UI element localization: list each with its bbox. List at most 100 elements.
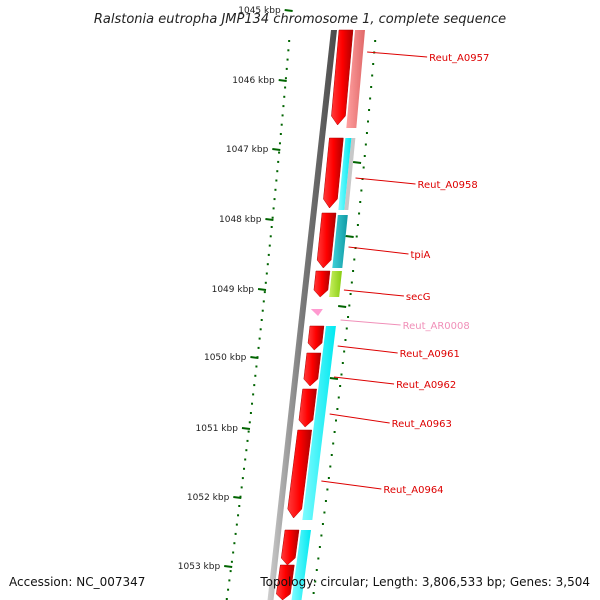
- track-dot: [336, 408, 339, 410]
- track-dot: [248, 421, 251, 424]
- label-leader-line: [329, 413, 390, 424]
- label-leader-line: [321, 480, 382, 490]
- track-dot: [343, 350, 346, 353]
- genome-summary-text: Topology: circular; Length: 3,806,533 bp…: [260, 575, 590, 589]
- cds-arrow: [298, 388, 317, 428]
- track-dot: [324, 500, 327, 502]
- gene-label[interactable]: Reut_A0962: [396, 380, 456, 391]
- track-dot: [356, 224, 359, 226]
- cds-arrow: [303, 352, 322, 387]
- accession-text: Accession: NC_007347: [9, 575, 146, 589]
- label-leader-line: [334, 376, 395, 385]
- gene-label[interactable]: Reut_A0957: [429, 53, 489, 64]
- track-dot: [317, 557, 320, 560]
- track-dot: [363, 155, 366, 157]
- track-dot: [255, 365, 258, 368]
- track-dot: [229, 570, 232, 573]
- track-dot: [269, 235, 272, 238]
- track-dot: [253, 384, 256, 387]
- track-dot: [263, 291, 266, 294]
- track-dot: [355, 235, 358, 238]
- minor-tick: [329, 377, 339, 380]
- track-dot: [359, 201, 362, 203]
- tick-label: 1053 kbp: [178, 562, 221, 572]
- cog-block: [329, 271, 342, 297]
- kbp-ruler: 1045 kbp 1046 kbp 1047 kbp 1048 kbp 1049 kbp…: [178, 6, 362, 572]
- track-dot: [281, 114, 284, 117]
- gene-label[interactable]: Reut_AR0008: [403, 321, 470, 332]
- track-dot: [251, 402, 254, 405]
- track-dot: [372, 63, 375, 65]
- tick-label: 1050 kbp: [204, 353, 247, 363]
- track-dot: [268, 244, 271, 247]
- track-dot: [259, 328, 262, 331]
- track-dot: [285, 67, 288, 70]
- cds-arrow: [313, 270, 331, 298]
- track-dot: [244, 458, 247, 461]
- tick-mark: [241, 427, 251, 430]
- track-dot: [227, 588, 230, 591]
- track-dot: [252, 393, 255, 396]
- track-dot: [339, 385, 342, 387]
- track-dot: [371, 74, 374, 77]
- track-dot: [374, 40, 377, 42]
- track-dot: [365, 132, 368, 134]
- gene-label[interactable]: Reut_A0964: [383, 485, 443, 496]
- cog-block: [338, 138, 352, 210]
- gene-label[interactable]: Reut_A0961: [400, 349, 460, 360]
- chromosome-backbone: [267, 30, 337, 600]
- track-dot: [284, 77, 287, 80]
- track-dot: [368, 109, 371, 111]
- track-dot: [225, 598, 228, 600]
- tick-mark: [278, 79, 287, 82]
- track-dot: [329, 465, 332, 468]
- minor-tick: [338, 305, 347, 308]
- track-dot: [241, 477, 244, 480]
- track-dot: [341, 362, 344, 364]
- track-dot: [245, 449, 248, 452]
- track-dot: [234, 532, 237, 535]
- tick-label: 1051 kbp: [196, 424, 239, 434]
- track-dot: [258, 337, 261, 340]
- minor-tick: [352, 161, 362, 164]
- tick-mark: [257, 288, 267, 291]
- track-dot: [262, 300, 265, 303]
- track-dot: [275, 179, 278, 182]
- track-dot: [352, 270, 355, 272]
- gene-label[interactable]: secG: [406, 292, 431, 303]
- cog-block: [344, 138, 356, 210]
- track-dot: [364, 143, 367, 146]
- label-leader-line: [355, 177, 416, 185]
- track-dot: [369, 97, 372, 100]
- tick-mark: [272, 148, 281, 151]
- track-dot: [282, 105, 285, 108]
- track-dot: [340, 373, 343, 376]
- tick-mark: [250, 356, 259, 359]
- track-dot: [260, 319, 263, 321]
- track-dot: [283, 95, 286, 98]
- gene-features: [276, 29, 365, 600]
- gene-label[interactable]: Reut_A0963: [392, 419, 452, 430]
- track-dot: [333, 431, 336, 433]
- cog-block: [332, 215, 348, 268]
- track-dot: [358, 212, 361, 215]
- track-dot: [274, 188, 277, 191]
- track-dot: [286, 58, 289, 61]
- cds-arrow: [281, 529, 300, 566]
- track-dot: [277, 160, 280, 163]
- track-dot: [314, 580, 317, 583]
- track-dot: [266, 263, 269, 266]
- track-dot: [271, 216, 274, 219]
- track-dot: [233, 542, 236, 545]
- label-leader-line: [367, 51, 428, 58]
- cds-arrow: [331, 29, 354, 126]
- track-dot: [272, 207, 275, 210]
- gene-label[interactable]: Reut_A0958: [418, 180, 478, 191]
- track-dot: [279, 133, 282, 135]
- track-dot: [261, 309, 264, 312]
- track-dot: [326, 488, 329, 491]
- map-title: Ralstonia eutropha JMP134 chromosome 1, …: [94, 12, 506, 27]
- rrna-feature: [310, 309, 323, 316]
- cds-arrow: [323, 137, 344, 209]
- gene-label[interactable]: tpiA: [411, 250, 431, 261]
